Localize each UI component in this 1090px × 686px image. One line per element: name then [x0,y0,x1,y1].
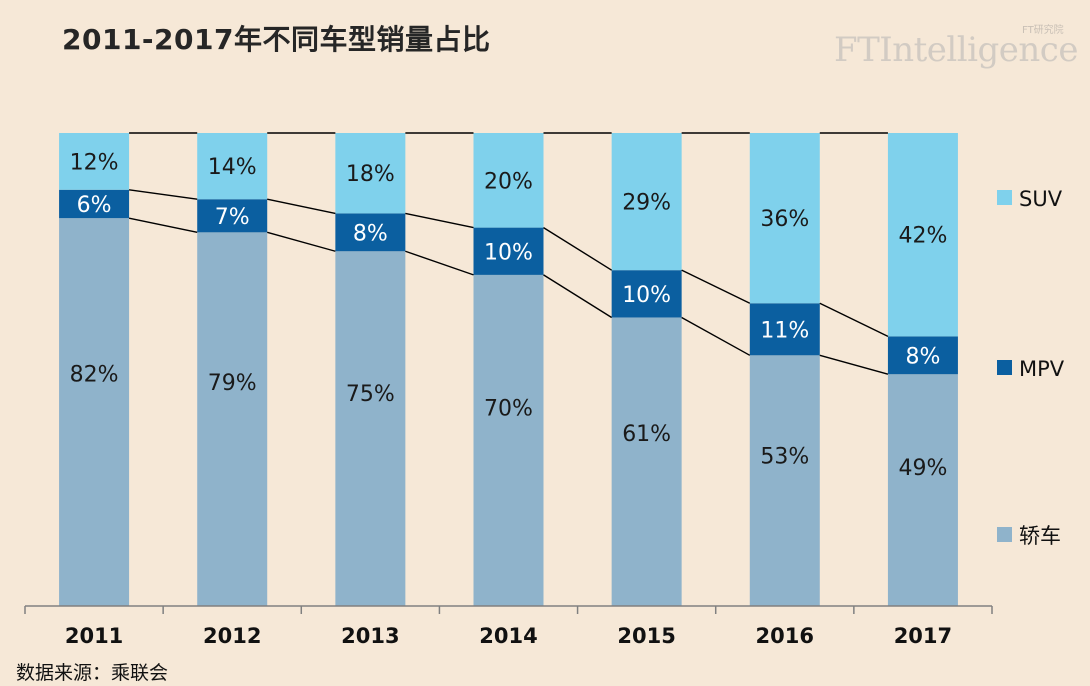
data-label-suv: 42% [898,224,947,249]
series-line-mpv [128,189,198,200]
series-line-sedan [681,316,751,356]
series-line-mpv [543,227,613,271]
bar-segment-suv [887,133,958,337]
data-label-mpv: 7% [215,205,250,230]
bar-segment-sedan [335,251,406,606]
series-line-sedan [267,231,336,252]
x-tick-label: 2012 [203,624,261,648]
data-label-suv: 14% [208,155,257,180]
legend-swatch [997,190,1012,205]
bar-segment-suv [473,133,544,228]
x-tick-label: 2011 [65,624,123,648]
data-label-sedan: 75% [346,382,395,407]
x-tick-label: 2014 [479,624,537,648]
bar-segment-mpv [473,227,544,275]
data-label-suv: 29% [622,191,671,216]
brand-sub-label: FT研究院 [1022,25,1064,36]
legend-label: SUV [1019,187,1063,211]
x-tick-label: 2017 [894,624,952,648]
bar-segment-suv [611,133,682,271]
bar-segment-sedan [59,218,130,606]
series-line-sedan [543,274,613,319]
bar-segment-suv [59,133,130,190]
legend-label: MPV [1019,357,1065,381]
data-label-mpv: 6% [77,193,112,218]
bar-segment-mpv [611,270,682,318]
chart-title: 2011-2017年不同车型销量占比 [62,23,491,56]
series-line-mpv [681,269,751,304]
source-note: 数据来源：乘联会 [16,662,169,684]
bar-segment-mpv [887,336,958,375]
brand-logo: FTIntelligence [834,30,1078,70]
bar-segment-mpv [59,189,130,219]
bar-segment-sedan [473,274,544,606]
legend-swatch [997,527,1012,542]
data-label-sedan: 49% [898,456,947,481]
data-label-suv: 18% [346,162,395,187]
series-line-sedan [819,354,889,375]
x-tick-label: 2015 [617,624,675,648]
bar-segment-sedan [887,374,958,606]
data-label-mpv: 11% [760,318,809,343]
data-label-sedan: 79% [208,371,257,396]
series-line-mpv [405,212,474,229]
data-label-mpv: 10% [622,283,671,308]
data-label-suv: 20% [484,169,533,194]
bar-segment-sedan [749,355,820,606]
bar-segment-sedan [197,232,268,606]
data-label-mpv: 10% [484,240,533,265]
data-label-suv: 36% [760,207,809,232]
series-line-mpv [267,198,336,215]
bar-segment-mpv [335,213,406,252]
x-tick-label: 2013 [341,624,399,648]
legend-label: 轿车 [1019,524,1061,548]
bar-segment-suv [335,133,406,214]
series-line-sedan [405,250,474,276]
bar-segment-mpv [749,303,820,356]
data-label-mpv: 8% [353,221,388,246]
data-label-sedan: 61% [622,422,671,447]
bar-segment-suv [749,133,820,304]
data-label-mpv: 8% [905,344,940,369]
bar-segment-mpv [197,199,268,233]
data-label-sedan: 53% [760,445,809,470]
data-label-suv: 12% [70,150,119,175]
x-tick-label: 2016 [756,624,814,648]
data-label-sedan: 82% [70,362,119,387]
series-line-sedan [128,217,198,234]
bar-segment-suv [197,133,268,200]
legend-swatch [997,360,1012,375]
data-label-sedan: 70% [484,396,533,421]
series-line-mpv [819,302,889,338]
bar-segment-sedan [611,317,682,606]
